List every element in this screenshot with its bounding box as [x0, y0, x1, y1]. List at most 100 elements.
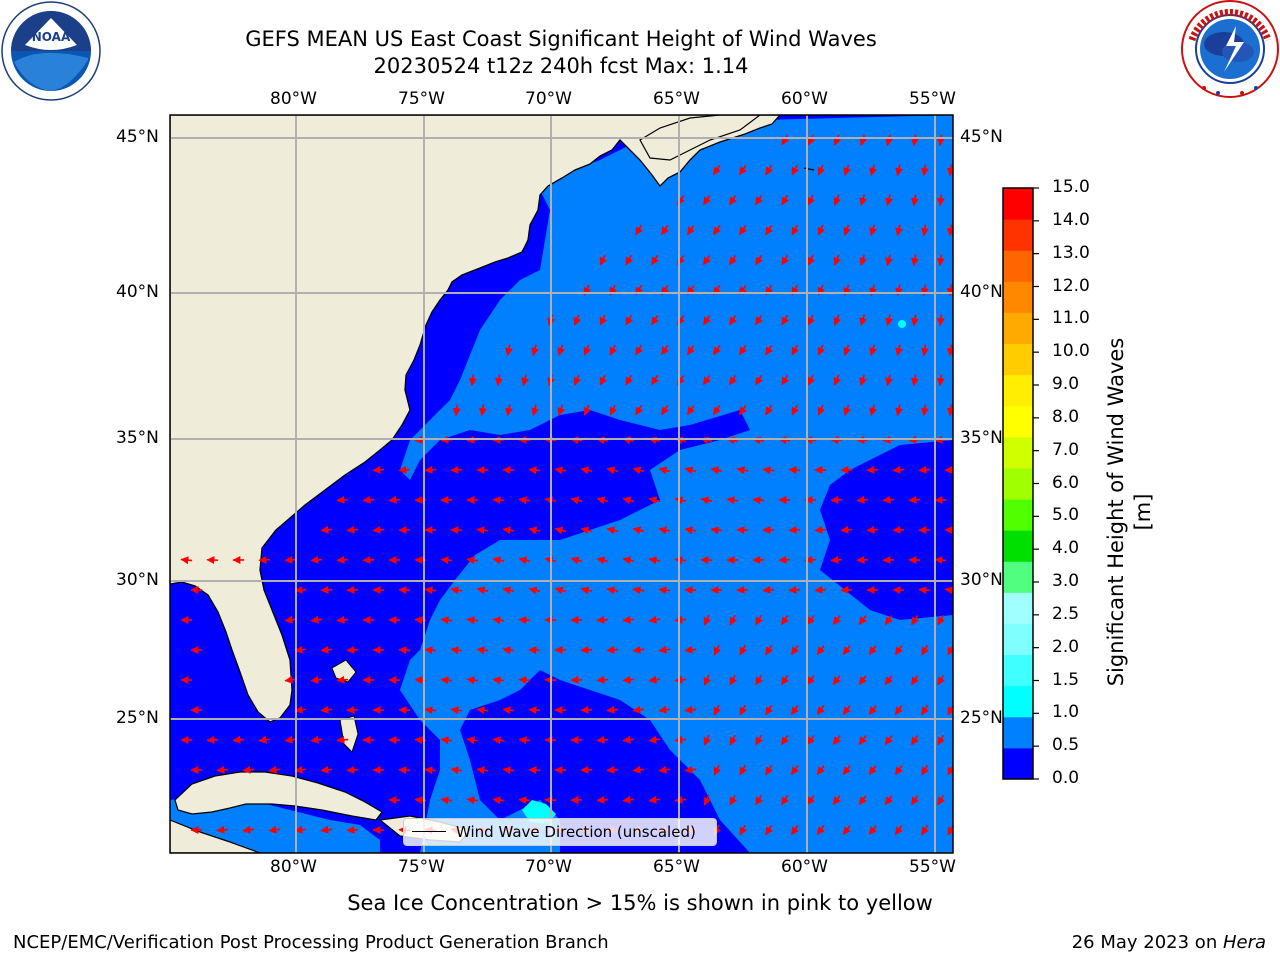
- wave-direction-arrow: [518, 676, 531, 685]
- wave-direction-arrow: [729, 674, 738, 686]
- nws-logo: [1181, 0, 1279, 98]
- wave-direction-arrow: [911, 194, 919, 207]
- colorbar-tick-label: 1.5: [1052, 669, 1080, 690]
- branch-label: NCEP/EMC/Verification Post Processing Pr…: [13, 932, 609, 953]
- wave-direction-arrow: [424, 465, 437, 474]
- wave-direction-arrow: [728, 195, 737, 206]
- wave-direction-arrow: [648, 556, 661, 565]
- wave-direction-arrow: [703, 794, 712, 806]
- wave-direction-arrow: [921, 704, 929, 716]
- wave-direction-arrow: [660, 344, 669, 356]
- wave-direction-arrow: [606, 645, 619, 654]
- wave-direction-arrow: [583, 344, 592, 356]
- wave-direction-arrow: [781, 134, 789, 146]
- wave-direction-arrow: [268, 825, 281, 834]
- wave-direction-arrow: [755, 794, 763, 806]
- colorbar-band: [1003, 374, 1033, 407]
- wave-direction-arrow: [729, 794, 738, 806]
- wave-direction-arrow: [858, 675, 867, 685]
- wave-direction-arrow: [622, 795, 635, 804]
- wave-direction-arrow: [596, 615, 609, 624]
- lat-tick-left: 25°N: [116, 708, 159, 728]
- wave-direction-arrow: [554, 526, 567, 535]
- wave-direction-arrow: [632, 645, 645, 654]
- wave-direction-arrow: [726, 496, 739, 505]
- wave-direction-arrow: [712, 225, 721, 236]
- wave-direction-arrow: [502, 766, 515, 775]
- wave-direction-arrow: [294, 705, 307, 714]
- wave-direction-arrow: [728, 315, 737, 326]
- wave-direction-arrow: [528, 646, 541, 655]
- wave-direction-arrow: [920, 404, 929, 417]
- lon-tick-top: 70°W: [525, 89, 572, 109]
- colorbar-band: [1003, 188, 1033, 220]
- wave-direction-arrow: [599, 374, 608, 386]
- wave-direction-arrow: [946, 224, 953, 237]
- wave-direction-arrow: [684, 645, 697, 654]
- colorbar-tick-label: 1.0: [1052, 702, 1080, 723]
- wave-direction-arrow: [833, 194, 842, 206]
- lon-tick-bottom: 80°W: [270, 857, 317, 877]
- wave-direction-arrow: [817, 224, 826, 236]
- wave-direction-arrow: [528, 466, 541, 475]
- wave-direction-arrow: [674, 735, 687, 744]
- colorbar-band: [1003, 623, 1033, 656]
- wave-direction-arrow: [918, 586, 931, 595]
- colorbar-tick-label: 12.0: [1052, 275, 1090, 296]
- lat-tick-left: 35°N: [116, 428, 159, 448]
- wave-direction-arrow: [554, 586, 567, 595]
- wave-direction-arrow: [842, 765, 851, 775]
- wave-direction-arrow: [658, 586, 671, 595]
- wave-direction-arrow: [791, 344, 799, 356]
- lon-tick-top: 55°W: [909, 89, 956, 109]
- wave-direction-arrow: [736, 526, 749, 535]
- wave-direction-arrow: [858, 795, 867, 805]
- wave-direction-arrow: [528, 706, 541, 715]
- wave-direction-arrow: [884, 735, 893, 746]
- wave-direction-arrow: [622, 496, 635, 505]
- colorbar-band: [1003, 530, 1033, 562]
- wave-direction-arrow: [814, 585, 827, 594]
- wave-direction-arrow: [728, 255, 737, 266]
- wave-direction-arrow: [570, 496, 583, 505]
- wave-direction-arrow: [840, 585, 853, 594]
- wave-direction-arrow: [580, 586, 593, 595]
- wave-direction-arrow: [452, 404, 461, 417]
- wave-direction-arrow: [703, 734, 712, 746]
- wave-direction-arrow: [284, 555, 297, 564]
- wave-direction-arrow: [892, 525, 905, 534]
- colorbar-tick-label: 11.0: [1052, 308, 1090, 329]
- wave-direction-arrow: [832, 615, 841, 625]
- wave-direction-arrow: [894, 705, 903, 716]
- wave-direction-arrow: [684, 765, 697, 774]
- wave-direction-arrow: [596, 675, 609, 684]
- wave-direction-arrow: [658, 526, 671, 535]
- wave-direction-arrow: [712, 345, 721, 356]
- colorbar-band: [1003, 436, 1033, 469]
- wave-direction-arrow: [466, 556, 479, 565]
- wave-direction-arrow: [609, 404, 617, 416]
- lon-tick-bottom: 70°W: [525, 857, 572, 877]
- wave-direction-arrow: [830, 495, 843, 504]
- wave-direction-arrow: [866, 465, 879, 474]
- wave-direction-arrow: [648, 795, 661, 804]
- wave-direction-arrow: [684, 526, 697, 535]
- wave-direction-arrow: [450, 646, 463, 655]
- colorbar-band: [1003, 499, 1033, 531]
- wave-direction-arrow: [554, 466, 567, 475]
- wave-direction-arrow: [778, 555, 791, 564]
- wave-direction-arrow: [424, 586, 437, 595]
- wave-direction-arrow: [885, 314, 893, 327]
- wave-direction-arrow: [658, 765, 671, 774]
- lat-tick-right: 30°N: [960, 570, 1003, 590]
- wave-direction-arrow: [284, 735, 297, 744]
- wave-direction-arrow: [765, 404, 773, 416]
- wave-direction-arrow: [531, 344, 539, 357]
- wave-direction-arrow: [868, 765, 877, 776]
- wave-direction-arrow: [580, 765, 593, 774]
- wave-direction-arrow: [398, 465, 411, 474]
- wave-direction-arrow: [398, 766, 411, 775]
- wave-direction-arrow: [310, 615, 323, 624]
- wave-direction-arrow: [728, 375, 737, 386]
- wave-direction-arrow: [606, 466, 619, 475]
